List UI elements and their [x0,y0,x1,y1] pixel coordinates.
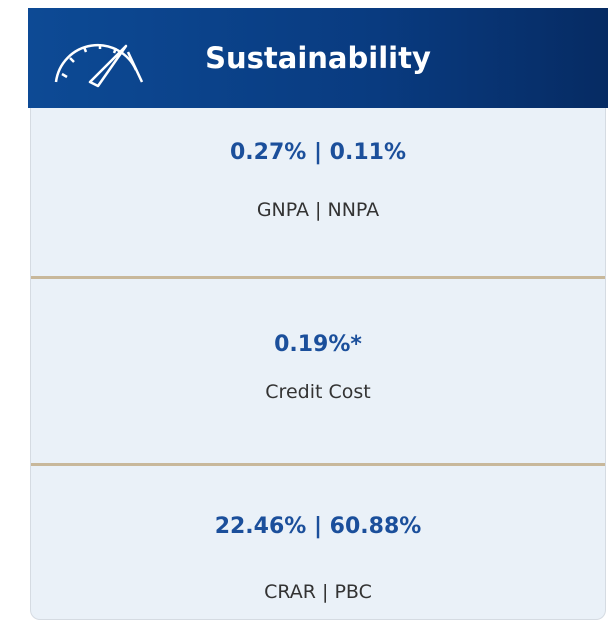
divider [31,463,605,466]
divider [31,276,605,279]
metric-value: 0.19%* [274,332,362,357]
metric-value: 22.46% | 60.88% [214,514,422,539]
metric: 22.46% | 60.88% CRAR | PBC [31,514,605,603]
metrics-panel: 0.27% | 0.11% GNPA | NNPA 0.19%* Credit … [30,108,606,620]
gauge-icon [54,43,144,88]
metric-value: 0.27% | 0.11% [230,140,406,165]
metric-label: Credit Cost [265,381,371,403]
header: Sustainability [28,8,608,108]
metric: 0.19%* Credit Cost [31,332,605,403]
metric-label: CRAR | PBC [264,581,372,603]
metric-label: GNPA | NNPA [256,199,380,221]
header-title: Sustainability [205,41,431,75]
metric: 0.27% | 0.11% GNPA | NNPA [31,140,605,221]
